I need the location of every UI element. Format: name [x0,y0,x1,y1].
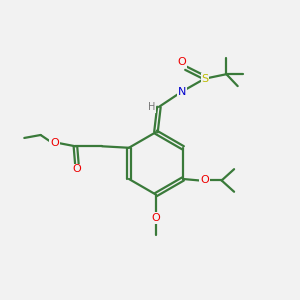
Text: O: O [178,57,187,67]
Text: O: O [200,176,209,185]
Text: S: S [201,74,208,84]
Text: N: N [178,87,186,97]
Text: O: O [73,164,81,175]
Text: O: O [152,213,160,223]
Text: H: H [148,102,155,112]
Text: O: O [50,138,59,148]
